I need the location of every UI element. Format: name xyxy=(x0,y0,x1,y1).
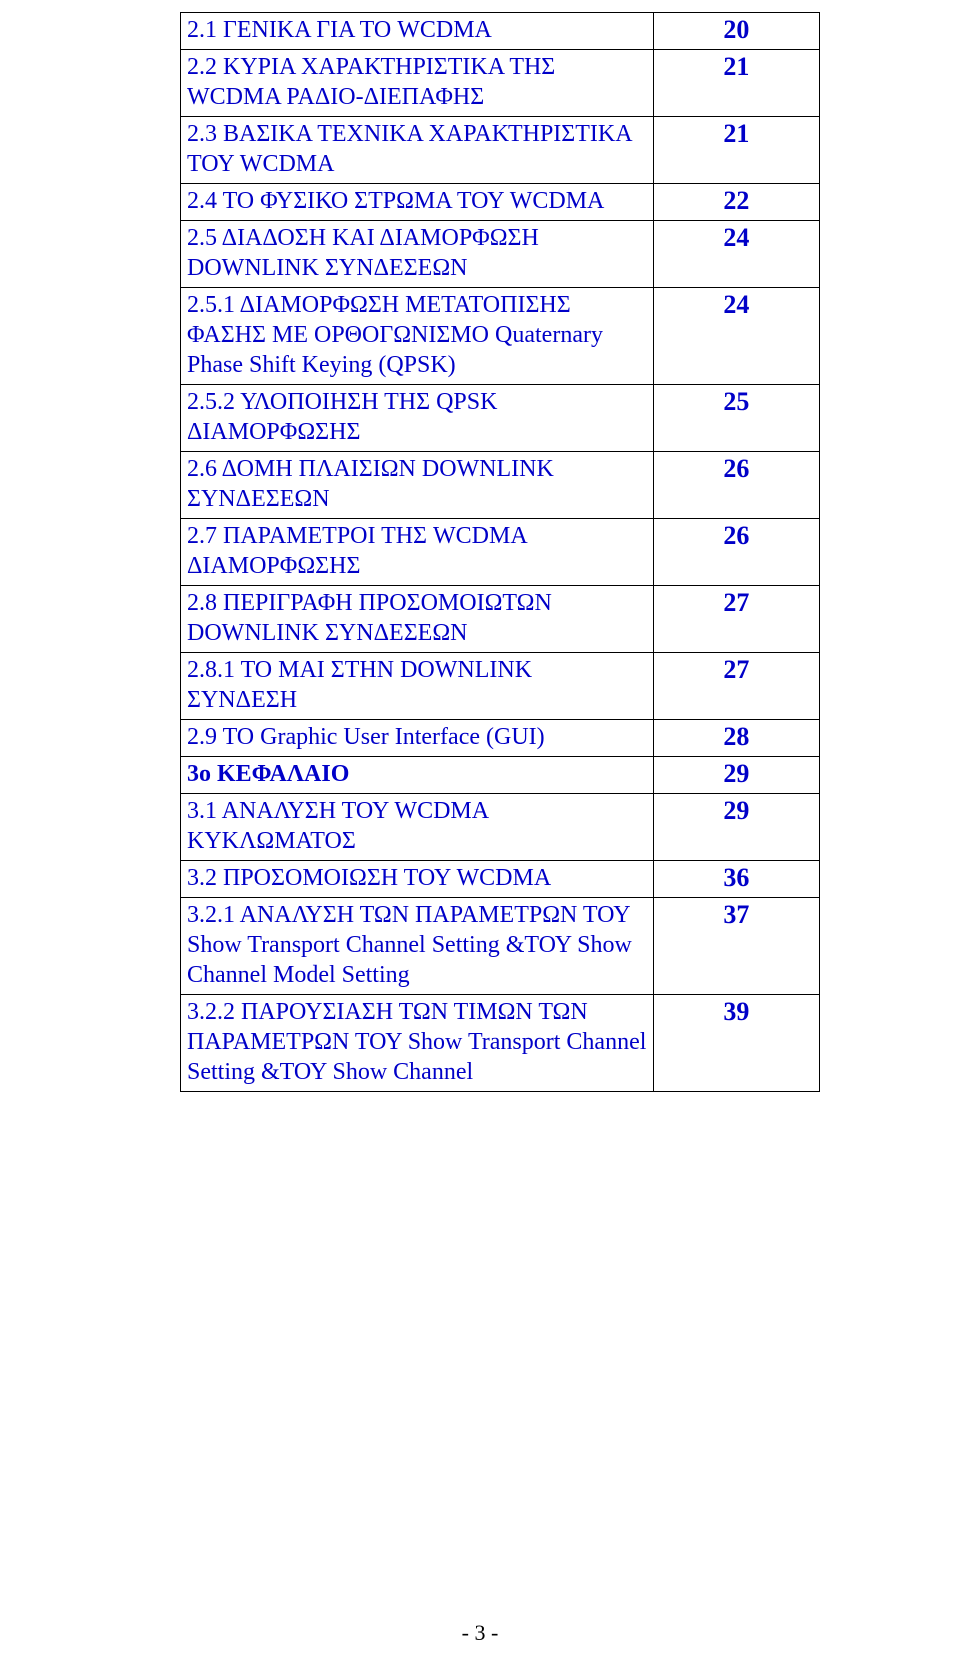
toc-row: 2.5.2 ΥΛΟΠΟΙΗΣΗ ΤΗΣ QPSK ΔΙΑΜΟΡΦΩΣΗΣ25 xyxy=(181,385,820,452)
toc-page: 26 xyxy=(653,519,819,586)
toc-row: 3o ΚΕΦΑΛΑΙΟ29 xyxy=(181,757,820,794)
toc-label: 3o ΚΕΦΑΛΑΙΟ xyxy=(181,757,654,794)
toc-body: 2.1 ΓΕΝΙΚΑ ΓΙΑ ΤΟ WCDMA202.2 ΚΥΡΙΑ ΧΑΡΑΚ… xyxy=(181,13,820,1092)
page-footer: - 3 - xyxy=(0,1620,960,1646)
toc-label: 2.6 ΔΟΜΗ ΠΛΑΙΣΙΩΝ DOWNLINK ΣΥΝΔΕΣΕΩΝ xyxy=(181,452,654,519)
toc-page: 28 xyxy=(653,720,819,757)
toc-label: 2.5.1 ΔΙΑΜΟΡΦΩΣΗ ΜΕΤΑΤΟΠΙΣΗΣ ΦΑΣΗΣ ΜΕ ΟΡ… xyxy=(181,288,654,385)
toc-row: 2.9 TO Graphic User Interface (GUI)28 xyxy=(181,720,820,757)
toc-row: 2.8.1 TO MAI ΣΤΗΝ DOWNLINK ΣΥΝΔΕΣΗ27 xyxy=(181,653,820,720)
toc-row: 2.5 ΔΙΑΔΟΣΗ ΚΑΙ ΔΙΑΜΟΡΦΩΣΗ DOWNLINK ΣΥΝΔ… xyxy=(181,221,820,288)
toc-page: 26 xyxy=(653,452,819,519)
toc-row: 3.1 ΑΝΑΛΥΣΗ ΤΟΥ WCDMA ΚΥΚΛΩΜΑΤΟΣ29 xyxy=(181,794,820,861)
toc-row: 2.5.1 ΔΙΑΜΟΡΦΩΣΗ ΜΕΤΑΤΟΠΙΣΗΣ ΦΑΣΗΣ ΜΕ ΟΡ… xyxy=(181,288,820,385)
toc-page: 36 xyxy=(653,861,819,898)
toc-row: 2.7 ΠΑΡΑΜΕΤΡΟΙ ΤΗΣ WCDMA ΔΙΑΜΟΡΦΩΣΗΣ26 xyxy=(181,519,820,586)
toc-page: 21 xyxy=(653,50,819,117)
toc-label: 2.9 TO Graphic User Interface (GUI) xyxy=(181,720,654,757)
toc-row: 3.2.1 ΑΝΑΛΥΣΗ ΤΩΝ ΠΑΡΑΜΕΤΡΩΝ ΤΟΥ Show Tr… xyxy=(181,898,820,995)
toc-label: 2.3 ΒΑΣΙΚΑ ΤΕΧΝΙΚΑ ΧΑΡΑΚΤΗΡΙΣΤΙΚΑ ΤΟΥ WC… xyxy=(181,117,654,184)
toc-table: 2.1 ΓΕΝΙΚΑ ΓΙΑ ΤΟ WCDMA202.2 ΚΥΡΙΑ ΧΑΡΑΚ… xyxy=(180,12,820,1092)
toc-label: 2.1 ΓΕΝΙΚΑ ΓΙΑ ΤΟ WCDMA xyxy=(181,13,654,50)
toc-page: 24 xyxy=(653,288,819,385)
toc-page: 22 xyxy=(653,184,819,221)
toc-page: 25 xyxy=(653,385,819,452)
toc-row: 2.1 ΓΕΝΙΚΑ ΓΙΑ ΤΟ WCDMA20 xyxy=(181,13,820,50)
toc-label: 3.2.2 ΠΑΡΟΥΣΙΑΣΗ ΤΩΝ ΤΙΜΩΝ ΤΩΝ ΠΑΡΑΜΕΤΡΩ… xyxy=(181,995,654,1092)
toc-label: 3.1 ΑΝΑΛΥΣΗ ΤΟΥ WCDMA ΚΥΚΛΩΜΑΤΟΣ xyxy=(181,794,654,861)
toc-row: 2.4 ΤΟ ΦΥΣΙΚΟ ΣΤΡΩΜΑ ΤΟΥ WCDMA22 xyxy=(181,184,820,221)
toc-row: 2.8 ΠΕΡΙΓΡΑΦΗ ΠΡΟΣΟΜΟΙΩΤΩΝ DOWNLINK ΣΥΝΔ… xyxy=(181,586,820,653)
toc-page: 21 xyxy=(653,117,819,184)
toc-label: 2.4 ΤΟ ΦΥΣΙΚΟ ΣΤΡΩΜΑ ΤΟΥ WCDMA xyxy=(181,184,654,221)
toc-page: 20 xyxy=(653,13,819,50)
page: 2.1 ΓΕΝΙΚΑ ΓΙΑ ΤΟ WCDMA202.2 ΚΥΡΙΑ ΧΑΡΑΚ… xyxy=(0,0,960,1676)
toc-label: 2.8.1 TO MAI ΣΤΗΝ DOWNLINK ΣΥΝΔΕΣΗ xyxy=(181,653,654,720)
toc-page: 29 xyxy=(653,794,819,861)
toc-label: 2.5.2 ΥΛΟΠΟΙΗΣΗ ΤΗΣ QPSK ΔΙΑΜΟΡΦΩΣΗΣ xyxy=(181,385,654,452)
toc-label: 2.5 ΔΙΑΔΟΣΗ ΚΑΙ ΔΙΑΜΟΡΦΩΣΗ DOWNLINK ΣΥΝΔ… xyxy=(181,221,654,288)
toc-row: 2.3 ΒΑΣΙΚΑ ΤΕΧΝΙΚΑ ΧΑΡΑΚΤΗΡΙΣΤΙΚΑ ΤΟΥ WC… xyxy=(181,117,820,184)
toc-label: 3.2 ΠΡΟΣΟΜΟΙΩΣΗ ΤΟΥ WCDMA xyxy=(181,861,654,898)
toc-page: 27 xyxy=(653,653,819,720)
toc-page: 39 xyxy=(653,995,819,1092)
toc-label: 2.8 ΠΕΡΙΓΡΑΦΗ ΠΡΟΣΟΜΟΙΩΤΩΝ DOWNLINK ΣΥΝΔ… xyxy=(181,586,654,653)
toc-page: 24 xyxy=(653,221,819,288)
toc-page: 29 xyxy=(653,757,819,794)
toc-label: 3.2.1 ΑΝΑΛΥΣΗ ΤΩΝ ΠΑΡΑΜΕΤΡΩΝ ΤΟΥ Show Tr… xyxy=(181,898,654,995)
toc-row: 2.2 ΚΥΡΙΑ ΧΑΡΑΚΤΗΡΙΣΤΙΚΑ ΤΗΣ WCDMA ΡΑΔΙΟ… xyxy=(181,50,820,117)
toc-label: 2.2 ΚΥΡΙΑ ΧΑΡΑΚΤΗΡΙΣΤΙΚΑ ΤΗΣ WCDMA ΡΑΔΙΟ… xyxy=(181,50,654,117)
toc-page: 27 xyxy=(653,586,819,653)
toc-row: 3.2.2 ΠΑΡΟΥΣΙΑΣΗ ΤΩΝ ΤΙΜΩΝ ΤΩΝ ΠΑΡΑΜΕΤΡΩ… xyxy=(181,995,820,1092)
toc-row: 3.2 ΠΡΟΣΟΜΟΙΩΣΗ ΤΟΥ WCDMA36 xyxy=(181,861,820,898)
toc-page: 37 xyxy=(653,898,819,995)
toc-label: 2.7 ΠΑΡΑΜΕΤΡΟΙ ΤΗΣ WCDMA ΔΙΑΜΟΡΦΩΣΗΣ xyxy=(181,519,654,586)
toc-row: 2.6 ΔΟΜΗ ΠΛΑΙΣΙΩΝ DOWNLINK ΣΥΝΔΕΣΕΩΝ26 xyxy=(181,452,820,519)
